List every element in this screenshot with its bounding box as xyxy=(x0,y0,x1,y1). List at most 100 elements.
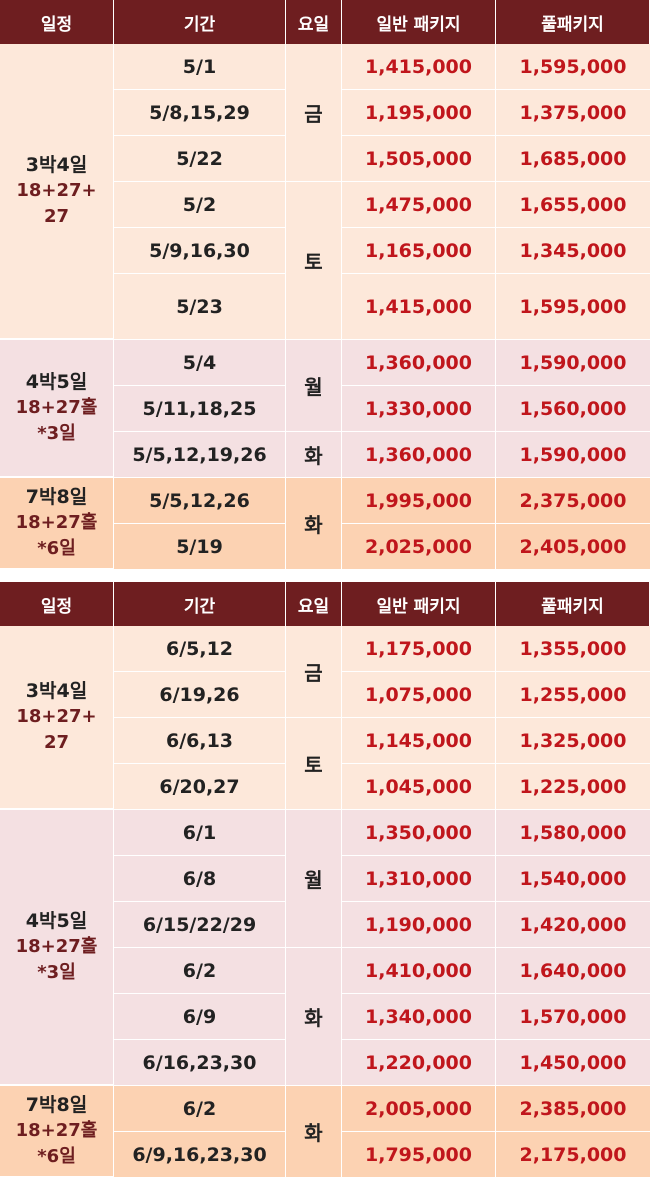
schedule-line: *3일 xyxy=(37,962,76,983)
column-header: 기간 xyxy=(114,582,286,626)
period-cell: 6/5,12 xyxy=(114,626,286,672)
period-cell: 5/5,12,26 xyxy=(114,478,286,524)
schedule-line: 7박8일 xyxy=(25,1094,88,1116)
basic-package-price: 1,075,000 xyxy=(342,672,496,718)
full-package-price: 1,580,000 xyxy=(496,810,650,856)
full-package-price: 1,345,000 xyxy=(496,228,650,274)
full-package-price: 2,385,000 xyxy=(496,1086,650,1132)
basic-package-price: 1,195,000 xyxy=(342,90,496,136)
weekday-cell: 월 xyxy=(286,810,342,948)
full-package-price: 1,590,000 xyxy=(496,432,650,478)
weekday-cell: 금 xyxy=(286,44,342,182)
basic-package-price: 2,005,000 xyxy=(342,1086,496,1132)
basic-package-price: 1,330,000 xyxy=(342,386,496,432)
full-package-price: 1,540,000 xyxy=(496,856,650,902)
basic-package-price: 1,360,000 xyxy=(342,340,496,386)
full-package-price: 1,420,000 xyxy=(496,902,650,948)
column-header: 일반 패키지 xyxy=(342,582,496,626)
weekday-cell: 금 xyxy=(286,626,342,718)
basic-package-price: 1,475,000 xyxy=(342,182,496,228)
schedule-line: 18+27홀 xyxy=(15,512,98,533)
basic-package-price: 1,190,000 xyxy=(342,902,496,948)
basic-package-price: 1,220,000 xyxy=(342,1040,496,1086)
full-package-price: 1,595,000 xyxy=(496,274,650,340)
schedule-line: *6일 xyxy=(37,538,76,559)
period-cell: 5/2 xyxy=(114,182,286,228)
column-header: 풀패키지 xyxy=(496,0,650,44)
schedule-line: 7박8일 xyxy=(25,486,88,508)
basic-package-price: 1,995,000 xyxy=(342,478,496,524)
basic-package-price: 1,145,000 xyxy=(342,718,496,764)
price-table-may: 일정 기간 요일 일반 패키지 풀패키지 3박4일 18+27+ 27 금 5/1 1,415,00… xyxy=(0,0,650,570)
schedule-line: 4박5일 xyxy=(25,371,88,393)
column-header: 일정 xyxy=(0,0,114,44)
basic-package-price: 1,360,000 xyxy=(342,432,496,478)
full-package-price: 1,355,000 xyxy=(496,626,650,672)
price-table-june: 일정 기간 요일 일반 패키지 풀패키지 3박4일 18+27+ 27 금 6/5,12 1,175… xyxy=(0,582,650,1178)
column-header: 요일 xyxy=(286,0,342,44)
column-header: 풀패키지 xyxy=(496,582,650,626)
basic-package-price: 1,340,000 xyxy=(342,994,496,1040)
weekday-cell: 화 xyxy=(286,432,342,478)
basic-package-price: 1,165,000 xyxy=(342,228,496,274)
period-cell: 5/11,18,25 xyxy=(114,386,286,432)
full-package-price: 1,590,000 xyxy=(496,340,650,386)
schedule-cell: 3박4일 18+27+ 27 xyxy=(0,44,114,340)
schedule-cell: 7박8일 18+27홀 *6일 xyxy=(0,1086,114,1178)
schedule-line: 3박4일 xyxy=(25,680,88,702)
period-cell: 6/2 xyxy=(114,1086,286,1132)
full-package-price: 1,640,000 xyxy=(496,948,650,994)
period-cell: 5/1 xyxy=(114,44,286,90)
period-cell: 5/5,12,19,26 xyxy=(114,432,286,478)
period-cell: 6/9 xyxy=(114,994,286,1040)
period-cell: 6/19,26 xyxy=(114,672,286,718)
weekday-cell: 월 xyxy=(286,340,342,432)
period-cell: 6/8 xyxy=(114,856,286,902)
period-cell: 5/9,16,30 xyxy=(114,228,286,274)
schedule-line: 4박5일 xyxy=(25,910,88,932)
schedule-line: 18+27+ xyxy=(16,180,97,201)
full-package-price: 1,685,000 xyxy=(496,136,650,182)
schedule-cell: 7박8일 18+27홀 *6일 xyxy=(0,478,114,570)
schedule-line: 18+27홀 xyxy=(15,1120,98,1141)
period-cell: 5/23 xyxy=(114,274,286,340)
schedule-line: *3일 xyxy=(37,423,76,444)
basic-package-price: 1,415,000 xyxy=(342,274,496,340)
period-cell: 5/4 xyxy=(114,340,286,386)
basic-package-price: 1,415,000 xyxy=(342,44,496,90)
period-cell: 5/22 xyxy=(114,136,286,182)
schedule-line: 18+27홀 xyxy=(15,936,98,957)
full-package-price: 1,225,000 xyxy=(496,764,650,810)
full-package-price: 1,255,000 xyxy=(496,672,650,718)
weekday-cell: 화 xyxy=(286,478,342,570)
basic-package-price: 2,025,000 xyxy=(342,524,496,570)
column-header: 기간 xyxy=(114,0,286,44)
basic-package-price: 1,175,000 xyxy=(342,626,496,672)
period-cell: 5/19 xyxy=(114,524,286,570)
period-cell: 6/2 xyxy=(114,948,286,994)
weekday-cell: 화 xyxy=(286,1086,342,1178)
full-package-price: 1,570,000 xyxy=(496,994,650,1040)
full-package-price: 1,595,000 xyxy=(496,44,650,90)
basic-package-price: 1,795,000 xyxy=(342,1132,496,1178)
schedule-line: *6일 xyxy=(37,1146,76,1167)
period-cell: 6/9,16,23,30 xyxy=(114,1132,286,1178)
weekday-cell: 화 xyxy=(286,948,342,1086)
period-cell: 6/1 xyxy=(114,810,286,856)
schedule-line: 27 xyxy=(43,732,70,753)
period-cell: 6/15/22/29 xyxy=(114,902,286,948)
full-package-price: 1,325,000 xyxy=(496,718,650,764)
weekday-cell: 토 xyxy=(286,182,342,340)
full-package-price: 2,175,000 xyxy=(496,1132,650,1178)
column-header: 일반 패키지 xyxy=(342,0,496,44)
full-package-price: 1,375,000 xyxy=(496,90,650,136)
full-package-price: 1,450,000 xyxy=(496,1040,650,1086)
schedule-cell: 4박5일 18+27홀 *3일 xyxy=(0,340,114,478)
schedule-line: 18+27+ xyxy=(16,706,97,727)
full-package-price: 1,560,000 xyxy=(496,386,650,432)
basic-package-price: 1,505,000 xyxy=(342,136,496,182)
basic-package-price: 1,350,000 xyxy=(342,810,496,856)
full-package-price: 2,405,000 xyxy=(496,524,650,570)
schedule-cell: 4박5일 18+27홀 *3일 xyxy=(0,810,114,1086)
period-cell: 6/16,23,30 xyxy=(114,1040,286,1086)
